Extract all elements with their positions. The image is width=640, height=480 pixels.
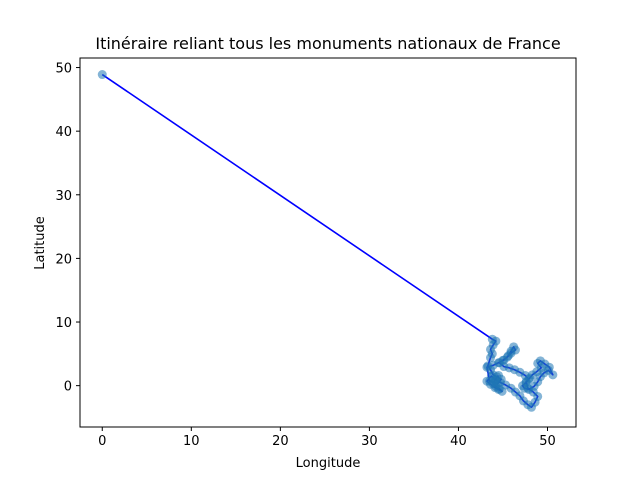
monument-point (486, 353, 496, 363)
x-tick-label: 20 (272, 434, 289, 449)
x-tick-label: 10 (183, 434, 200, 449)
y-tick-label: 40 (55, 125, 72, 140)
y-tick-label: 50 (55, 62, 72, 77)
x-tick-label: 50 (539, 434, 556, 449)
x-tick-label: 0 (98, 434, 106, 449)
y-tick-label: 10 (55, 316, 72, 331)
y-tick-label: 0 (64, 380, 72, 395)
x-tick-label: 40 (450, 434, 467, 449)
y-axis-label: Latitude (33, 216, 48, 270)
monument-point (548, 370, 558, 380)
monument-point (494, 370, 504, 380)
chart-title: Itinéraire reliant tous les monuments na… (95, 34, 560, 53)
y-tick-label: 30 (55, 189, 72, 204)
y-tick-label: 20 (55, 252, 72, 267)
x-axis: 0 10 20 30 40 50 (98, 427, 556, 449)
plot-area (79, 57, 577, 428)
points-layer (97, 70, 558, 412)
axes-frame (79, 57, 577, 428)
x-tick-label: 30 (361, 434, 378, 449)
monument-point (97, 70, 107, 80)
y-axis: 0 10 20 30 40 50 (55, 62, 80, 395)
x-axis-label: Longitude (296, 456, 361, 471)
axes-background (80, 58, 576, 427)
